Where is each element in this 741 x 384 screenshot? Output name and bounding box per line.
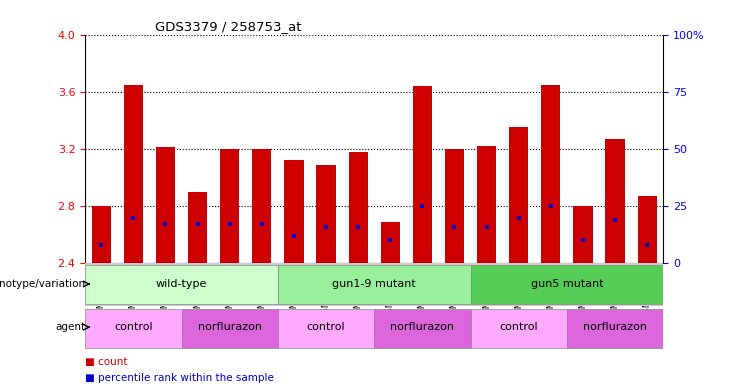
Bar [381, 222, 400, 263]
Bar [471, 309, 567, 348]
Text: norflurazon: norflurazon [391, 322, 454, 332]
Bar [156, 147, 175, 263]
Text: GDS3379 / 258753_at: GDS3379 / 258753_at [155, 20, 301, 33]
Text: gun5 mutant: gun5 mutant [531, 279, 603, 289]
Text: gun1-9 mutant: gun1-9 mutant [332, 279, 416, 289]
Bar [413, 86, 432, 263]
Bar [220, 149, 239, 263]
Bar [567, 309, 663, 348]
Bar [574, 206, 593, 263]
Bar [605, 139, 625, 263]
Text: control: control [114, 322, 153, 332]
Text: control: control [307, 322, 345, 332]
Bar [637, 196, 657, 263]
Bar [285, 161, 304, 263]
Bar [252, 149, 271, 263]
Bar [348, 152, 368, 263]
Bar [316, 165, 336, 263]
Text: genotype/variation: genotype/variation [0, 279, 85, 289]
Bar [188, 192, 207, 263]
Bar [541, 84, 560, 263]
Bar [374, 309, 471, 348]
Bar [124, 84, 143, 263]
Bar [85, 309, 182, 348]
Text: norflurazon: norflurazon [198, 322, 262, 332]
Bar [278, 265, 471, 304]
Bar [182, 309, 278, 348]
Text: norflurazon: norflurazon [583, 322, 647, 332]
Text: wild-type: wild-type [156, 279, 207, 289]
Bar [92, 206, 111, 263]
Bar [85, 265, 278, 304]
Bar [278, 309, 374, 348]
Bar [445, 149, 464, 263]
Bar [509, 127, 528, 263]
Text: agent: agent [55, 322, 85, 332]
Bar [477, 146, 496, 263]
Text: ■ count: ■ count [85, 357, 127, 367]
Text: ■ percentile rank within the sample: ■ percentile rank within the sample [85, 372, 274, 382]
Text: control: control [499, 322, 538, 332]
Bar [471, 265, 663, 304]
